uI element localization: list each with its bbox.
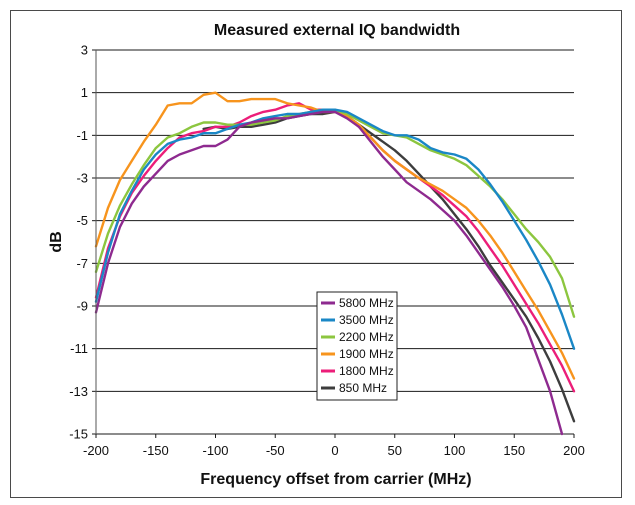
x-tick-label: -150 [143, 443, 169, 458]
x-tick-label: -200 [83, 443, 109, 458]
legend-label: 1900 MHz [339, 347, 394, 361]
legend-box [316, 291, 398, 401]
y-tick-label: -13 [69, 384, 88, 399]
legend-label: 850 MHz [339, 381, 387, 395]
series-line-5800-mhz [94, 110, 564, 436]
y-tick-label: -1 [76, 128, 88, 143]
y-tick-label: -3 [76, 171, 88, 186]
series-line-3500-mhz [94, 108, 576, 350]
legend-label: 3500 MHz [339, 313, 394, 327]
y-tick-label: 3 [81, 43, 88, 58]
y-tick-label: 1 [81, 85, 88, 100]
x-tick-label: 0 [331, 443, 338, 458]
series-line-850-mhz [202, 110, 576, 423]
x-tick-label: 200 [563, 443, 585, 458]
legend: 5800 MHz 3500 MHz 2200 MHz 1900 MHz 1800 MHz… [316, 291, 398, 401]
x-tick-label: -50 [266, 443, 285, 458]
y-tick-label: -7 [76, 256, 88, 271]
series-lines [94, 91, 576, 436]
legend-label: 5800 MHz [339, 296, 394, 310]
y-tick-label: -5 [76, 213, 88, 228]
y-tick-label: -15 [69, 427, 88, 442]
y-tick-label: -11 [70, 341, 88, 356]
grid-lines [92, 49, 575, 438]
x-tick-label: 150 [503, 443, 525, 458]
x-tick-label: -100 [202, 443, 228, 458]
legend-label: 1800 MHz [339, 364, 394, 378]
chart-title: Measured external IQ bandwidth [214, 22, 460, 39]
x-tick-labels: -200 -150 -100 -50 0 50 100 150 200 [83, 443, 585, 458]
x-tick-label: 50 [388, 443, 402, 458]
legend-label: 2200 MHz [339, 330, 394, 344]
x-tick-label: 100 [444, 443, 466, 458]
y-axis-title: dB [48, 231, 65, 252]
y-tick-label: -9 [76, 299, 88, 314]
y-tick-labels: 3 1 -1 -3 -5 -7 -9 -11 -13 -15 [69, 43, 88, 442]
x-axis-title: Frequency offset from carrier (MHz) [200, 471, 471, 488]
